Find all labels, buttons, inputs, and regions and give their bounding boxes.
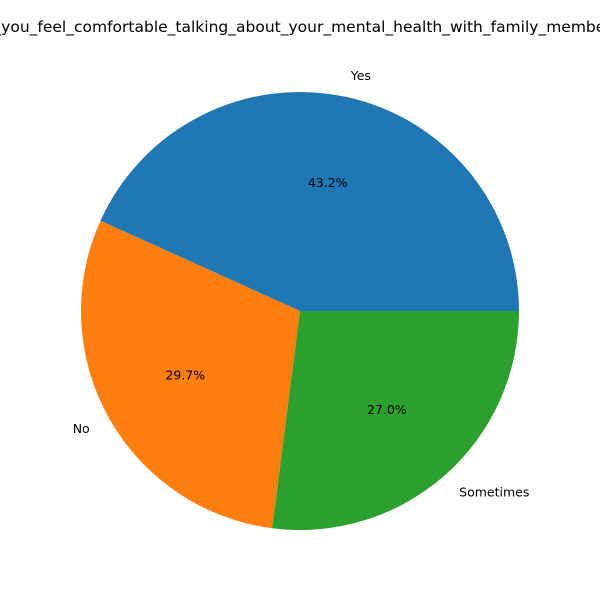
pct-label-no: 29.7% (165, 368, 205, 383)
chart-title: Do_you_feel_comfortable_talking_about_yo… (0, 18, 600, 36)
pie-slices (81, 91, 519, 530)
pie-slice-yes (100, 91, 519, 311)
slice-label-sometimes: Sometimes (459, 484, 529, 499)
slice-label-no: No (73, 421, 90, 436)
slice-label-yes: Yes (350, 68, 371, 83)
pie-labels: Yes 43.2% No 29.7% Sometimes 27.0% (73, 68, 530, 499)
pct-label-yes: 43.2% (308, 175, 348, 190)
pct-label-sometimes: 27.0% (367, 402, 407, 417)
pie-slice-sometimes (272, 311, 519, 530)
pie-slice-no (81, 220, 300, 529)
